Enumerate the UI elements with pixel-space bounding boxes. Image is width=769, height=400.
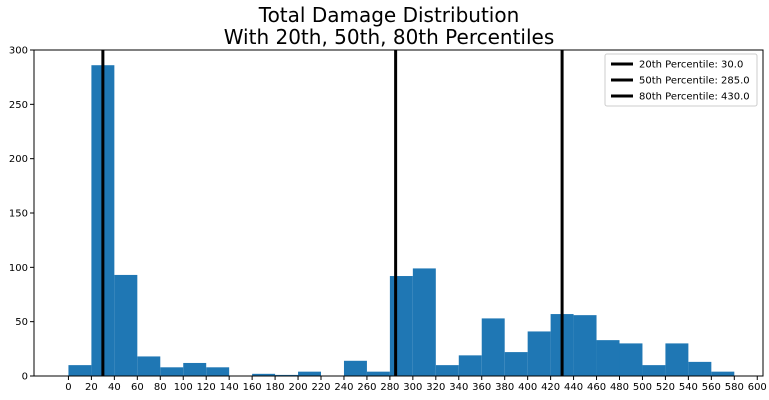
histogram-bar — [619, 343, 643, 376]
x-tick-label: 60 — [131, 382, 144, 393]
x-tick-label: 500 — [633, 382, 652, 393]
x-tick-label: 100 — [174, 382, 193, 393]
histogram-bar — [642, 365, 666, 376]
x-tick-label: 140 — [220, 382, 239, 393]
x-tick-label: 400 — [518, 382, 537, 393]
histogram-bar — [389, 276, 413, 376]
legend-label: 20th Percentile: 30.0 — [639, 60, 743, 71]
histogram-bar — [665, 343, 689, 376]
y-tick-label: 50 — [15, 317, 28, 328]
histogram-bar — [68, 365, 92, 376]
chart-title: Total Damage Distribution — [258, 3, 520, 27]
x-tick-label: 300 — [403, 382, 422, 393]
x-axis: 0 20 40 60 80 100 120 140 160 180 200 220 240 260 280 3… — [65, 376, 767, 393]
histogram-bar — [596, 340, 620, 376]
y-tick-label: 200 — [9, 154, 28, 165]
x-tick-label: 20 — [85, 382, 98, 393]
histogram-bar — [160, 367, 184, 376]
histogram-bar — [711, 371, 735, 376]
histogram-bar — [412, 268, 436, 376]
histogram-bar — [206, 367, 230, 376]
legend: 20th Percentile: 30.0 50th Percentile: 28… — [604, 53, 758, 107]
y-tick-label: 300 — [9, 46, 28, 57]
histogram-bar — [688, 361, 712, 376]
x-tick-label: 440 — [564, 382, 583, 393]
x-tick-label: 480 — [610, 382, 629, 393]
y-tick-label: 100 — [9, 263, 28, 274]
histogram-bar — [114, 274, 138, 376]
histogram-bar — [252, 373, 276, 376]
x-tick-label: 80 — [154, 382, 167, 393]
histogram-bar — [435, 365, 459, 376]
x-tick-label: 420 — [541, 382, 560, 393]
histogram-bar — [366, 371, 390, 376]
x-tick-label: 360 — [472, 382, 491, 393]
histogram-bar — [527, 331, 551, 376]
x-tick-label: 320 — [426, 382, 445, 393]
x-tick-label: 240 — [334, 382, 353, 393]
x-tick-label: 260 — [357, 382, 376, 393]
histogram-bar — [298, 371, 322, 376]
x-tick-label: 40 — [108, 382, 121, 393]
bars-layer — [68, 65, 735, 377]
chart-subtitle: With 20th, 50th, 80th Percentiles — [224, 25, 555, 49]
histogram-bar — [275, 374, 299, 376]
y-tick-label: 0 — [22, 372, 28, 383]
histogram-bar — [183, 362, 207, 376]
x-tick-label: 280 — [380, 382, 399, 393]
x-tick-label: 220 — [311, 382, 330, 393]
x-tick-label: 460 — [587, 382, 606, 393]
histogram-bar — [504, 352, 528, 376]
x-tick-label: 600 — [748, 382, 767, 393]
histogram-bar — [573, 315, 597, 376]
histogram-bar — [343, 360, 367, 376]
x-tick-label: 520 — [656, 382, 675, 393]
histogram-bar — [137, 356, 161, 376]
y-tick-label: 150 — [9, 209, 28, 220]
percentile-lines-layer — [101, 50, 564, 376]
histogram-bar — [481, 318, 505, 376]
x-tick-label: 200 — [289, 382, 308, 393]
legend-label: 80th Percentile: 430.0 — [639, 92, 750, 103]
x-tick-label: 580 — [725, 382, 744, 393]
x-tick-label: 560 — [702, 382, 721, 393]
x-tick-label: 120 — [197, 382, 216, 393]
x-tick-label: 160 — [243, 382, 262, 393]
x-tick-label: 340 — [449, 382, 468, 393]
x-tick-label: 540 — [679, 382, 698, 393]
legend-label: 50th Percentile: 285.0 — [639, 76, 750, 87]
legend-box — [604, 53, 758, 107]
histogram-bar — [458, 355, 482, 376]
x-tick-label: 0 — [65, 382, 71, 393]
x-tick-label: 380 — [495, 382, 514, 393]
x-tick-label: 180 — [266, 382, 285, 393]
y-tick-label: 250 — [9, 100, 28, 111]
y-axis: 0 50 100 150 200 250 300 — [9, 46, 34, 383]
